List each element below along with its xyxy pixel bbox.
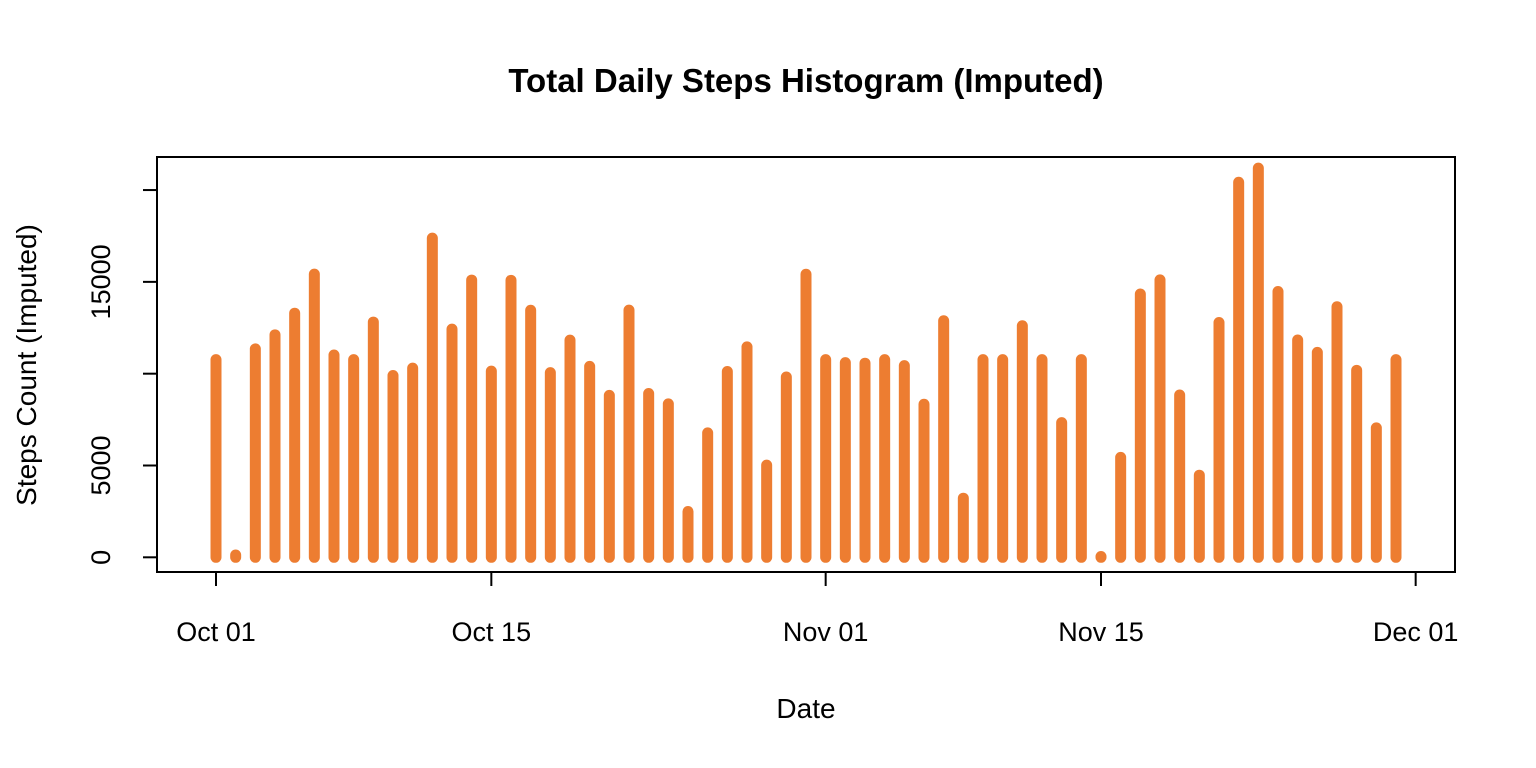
y-axis-label: Steps Count (Imputed) [11,224,42,506]
x-tick-label: Nov 01 [783,617,869,647]
bar-series [210,162,1402,563]
chart-title: Total Daily Steps Histogram (Imputed) [508,62,1103,99]
y-axis: 0 5000 15000 [86,189,157,565]
x-axis-label: Date [776,693,835,724]
x-tick-label: Oct 15 [452,617,532,647]
x-axis: Oct 01 Oct 15 Nov 01 Nov 15 Dec 01 [176,572,1458,647]
y-tick-label: 15000 [86,244,116,319]
x-tick-label: Oct 01 [176,617,256,647]
y-tick-label: 0 [86,550,116,565]
x-tick-label: Nov 15 [1058,617,1144,647]
x-tick-label: Dec 01 [1373,617,1459,647]
y-tick-label: 5000 [86,435,116,495]
